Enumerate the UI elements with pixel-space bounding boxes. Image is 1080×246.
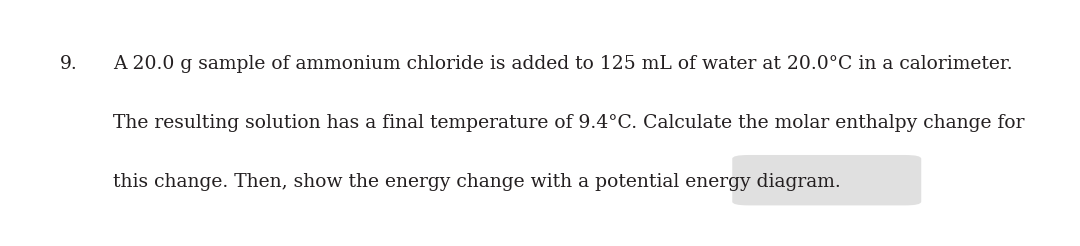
- Text: 9.: 9.: [59, 55, 77, 73]
- Text: this change. Then, show the energy change with a potential energy diagram.: this change. Then, show the energy chang…: [113, 173, 841, 191]
- Text: The resulting solution has a final temperature of 9.4°C. Calculate the molar ent: The resulting solution has a final tempe…: [113, 114, 1025, 132]
- Text: A 20.0 g sample of ammonium chloride is added to 125 mL of water at 20.0°C in a : A 20.0 g sample of ammonium chloride is …: [113, 55, 1013, 73]
